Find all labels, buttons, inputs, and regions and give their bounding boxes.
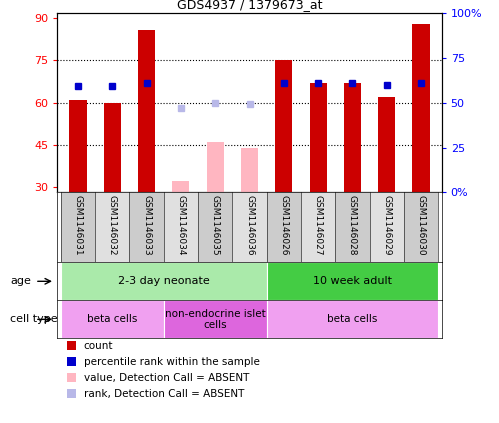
Bar	[309, 83, 327, 192]
Bar	[61, 262, 266, 300]
Bar	[61, 300, 164, 338]
Bar	[164, 192, 198, 262]
Text: GSM1146029: GSM1146029	[382, 195, 391, 255]
Bar	[138, 30, 155, 192]
Text: beta cells: beta cells	[87, 314, 137, 324]
Text: percentile rank within the sample: percentile rank within the sample	[84, 357, 259, 367]
Text: age: age	[10, 276, 31, 286]
Text: GSM1146036: GSM1146036	[245, 195, 254, 255]
Bar	[275, 60, 292, 192]
Text: GSM1146028: GSM1146028	[348, 195, 357, 255]
Text: non-endocrine islet
cells: non-endocrine islet cells	[165, 308, 265, 330]
Bar	[95, 192, 129, 262]
Text: GSM1146026: GSM1146026	[279, 195, 288, 255]
Text: GSM1146033: GSM1146033	[142, 195, 151, 255]
Bar	[335, 192, 370, 262]
Text: GSM1146034: GSM1146034	[176, 195, 186, 255]
Text: value, Detection Call = ABSENT: value, Detection Call = ABSENT	[84, 373, 249, 383]
Bar	[164, 300, 266, 338]
Bar	[104, 103, 121, 192]
Bar	[378, 97, 395, 192]
Title: GDS4937 / 1379673_at: GDS4937 / 1379673_at	[177, 0, 322, 11]
Bar	[61, 192, 95, 262]
Bar	[301, 192, 335, 262]
Text: 2-3 day neonate: 2-3 day neonate	[118, 276, 210, 286]
Bar	[207, 142, 224, 192]
Text: GSM1146032: GSM1146032	[108, 195, 117, 255]
Bar	[172, 181, 190, 192]
Bar	[198, 192, 233, 262]
Bar	[129, 192, 164, 262]
Bar	[241, 148, 258, 192]
Text: GSM1146027: GSM1146027	[313, 195, 323, 255]
Bar	[266, 262, 438, 300]
Bar	[266, 300, 438, 338]
Text: count: count	[84, 341, 113, 351]
Text: GSM1146031: GSM1146031	[73, 195, 82, 255]
Bar	[266, 192, 301, 262]
Text: cell type: cell type	[10, 314, 57, 324]
Text: rank, Detection Call = ABSENT: rank, Detection Call = ABSENT	[84, 389, 244, 399]
Text: beta cells: beta cells	[327, 314, 378, 324]
Text: 10 week adult: 10 week adult	[313, 276, 392, 286]
Bar	[344, 83, 361, 192]
Bar	[370, 192, 404, 262]
Text: GSM1146030: GSM1146030	[417, 195, 426, 255]
Bar	[69, 100, 86, 192]
Bar	[404, 192, 438, 262]
Bar	[233, 192, 266, 262]
Text: GSM1146035: GSM1146035	[211, 195, 220, 255]
Bar	[413, 24, 430, 192]
